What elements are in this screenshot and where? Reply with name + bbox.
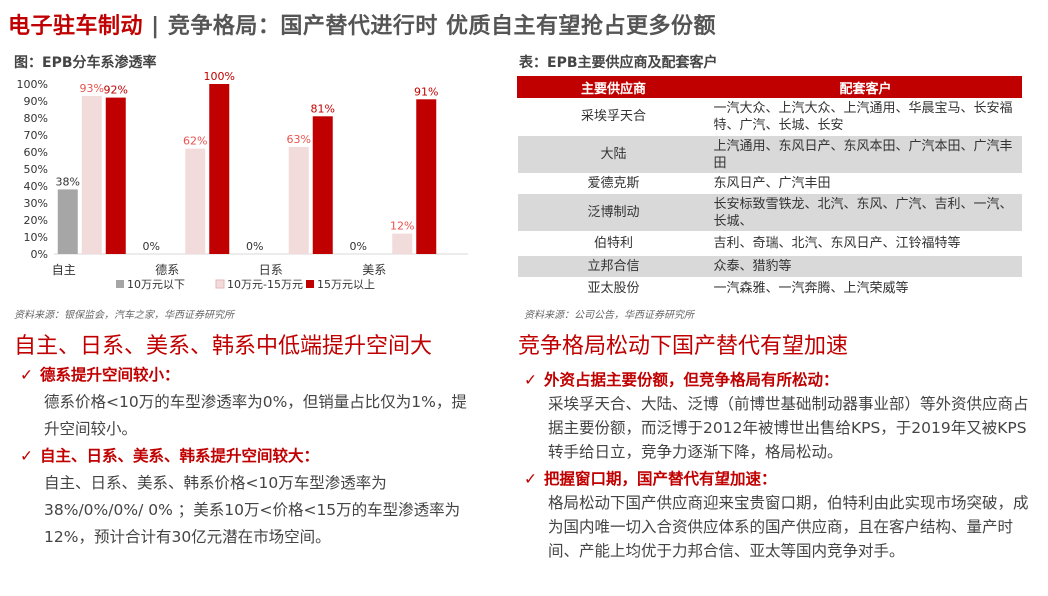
data-label: 0% [143,240,160,253]
right-headline: 竞争格局松动下国产替代有望加速 [518,334,849,359]
x-tick-label: 日系 [259,263,283,277]
supplier-cell: 采埃孚天合 [517,97,710,136]
supplier-cell: 大陆 [517,135,710,174]
bullet-heading-text: 德系提升空间较小： [40,366,180,384]
clients-cell: 东风日产、广汽丰田 [709,173,1022,194]
right-bullets: ✓ 外资占据主要份额，但竞争格局有所松动： 采埃孚天合、大陆、泛博（前博世基础制动… [524,368,1040,563]
bullet-heading: ✓ 自主、日系、美系、韩系提升空间较大： [20,443,476,470]
check-icon: ✓ [20,366,33,384]
y-tick-label: 70% [24,129,48,142]
data-label: 0% [246,240,263,253]
bullet-body: 格局松动下国产供应商迎来宝贵窗口期，伯特利由此实现市场突破，成为国内唯一切入合资… [548,494,1029,560]
table-label: 表：EPB主要供应商及配套客户 [519,55,718,71]
data-label: 62% [183,135,207,148]
clients-cell: 众泰、猎豹等 [709,255,1022,278]
legend-swatch [215,279,225,289]
table-row: 采埃孚天合 一汽大众、上汽大众、上汽通用、华晨宝马、长安福特、广汽、长城、长安 [517,97,1022,136]
header-clients: 配套客户 [709,76,1022,98]
chart-bar [209,84,230,254]
check-icon: ✓ [524,371,537,389]
legend-swatch [306,280,314,288]
clients-cell: 吉利、奇瑞、北汽、东风日产、江铃福特等 [709,231,1022,256]
table-row: 亚太股份 一汽森雅、一汽奔腾、上汽荣威等 [517,277,1022,300]
data-label: 92% [104,84,128,97]
legend-label: 15万元以上 [317,278,375,291]
x-tick-label: 自主 [52,263,76,277]
left-bullets: ✓ 德系提升空间较小： 德系价格<10万的车型渗透率为0%，但销量占比仅为1%，提… [20,362,476,551]
header-supplier: 主要供应商 [517,76,710,98]
figure-label: 图：EPB分车系渗透率 [14,55,157,71]
clients-cell: 一汽大众、上汽大众、上汽通用、华晨宝马、长安福特、广汽、长城、长安 [709,97,1022,136]
y-tick-label: 10% [24,231,48,244]
clients-cell: 长安标致雪铁龙、北汽、东风、广汽、吉利、一汽、长城、 [709,193,1022,232]
check-icon: ✓ [20,447,33,465]
supplier-table-header: 主要供应商 配套客户 [517,76,1022,98]
legend-swatch [116,280,124,288]
chart-bar [81,95,102,255]
page-title-subject: 竞争格局：国产替代进行时 优质自主有望抢占更多份额 [167,14,717,39]
supplier-table: 主要供应商 配套客户 采埃孚天合 一汽大众、上汽大众、上汽通用、华晨宝马、长安福特… [517,76,1022,300]
y-tick-label: 0% [31,248,48,261]
data-label: 0% [350,240,367,253]
chart-source: 资料来源：银保监会，汽车之家，华西证券研究所 [14,310,234,321]
bullet-heading-text: 外资占据主要份额，但竞争格局有所松动： [544,371,839,389]
y-tick-label: 30% [24,197,48,210]
chart-bar [392,233,413,254]
epb-penetration-chart: 0% 10% 20% 30% 40% 50% 60% 70% 80% 90% 100% 38% 93% 9… [10,70,480,302]
chart-bar [57,189,78,254]
chart-bar [312,116,333,254]
y-tick-label: 80% [24,112,48,125]
chart-svg: 0%10%20%30%40%50%60%70%80%90%100%38%93% 9… [17,70,468,291]
table-row: 伯特利 吉利、奇瑞、北汽、东风日产、江铃福特等 [517,231,1022,256]
left-headline: 自主、日系、美系、韩系中低端提升空间大 [14,334,433,359]
bullet-body: 自主、日系、美系、韩系价格<10万车型渗透率为38%/0%/0%/ 0% ；美系… [44,474,461,546]
table-source: 资料来源：公司公告，华西证券研究所 [524,310,694,321]
clients-cell: 上汽通用、东风日产、东风本田、广汽本田、广汽丰田 [709,135,1022,174]
chart-bar [416,99,437,254]
data-label: 81% [311,102,335,115]
data-label: 93% [80,82,104,95]
table-row: 大陆 上汽通用、东风日产、东风本田、广汽本田、广汽丰田 [517,135,1022,174]
y-tick-label: 50% [24,163,48,176]
bullet-body: 采埃孚天合、大陆、泛博（前博世基础制动器事业部）等外资供应商占据主要份额，而泛博… [548,395,1029,461]
legend-label: 10万元-15万元 [227,278,303,291]
data-label: 12% [390,220,414,233]
y-tick-label: 90% [24,95,48,108]
y-tick-label: 100% [17,78,48,91]
chart-bar [185,148,206,254]
y-tick-label: 20% [24,214,48,227]
chart-bar [105,97,126,254]
data-label: 91% [414,85,438,98]
y-tick-label: 40% [24,180,48,193]
legend-label: 10万元以下 [127,278,185,291]
table-row: 立邦合信 众泰、猎豹等 [517,255,1022,278]
x-tick-label: 美系 [362,263,386,277]
check-icon: ✓ [524,470,537,488]
data-label: 63% [287,133,311,146]
supplier-cell: 泛博制动 [517,193,710,232]
clients-cell: 一汽森雅、一汽奔腾、上汽荣威等 [709,277,1022,300]
x-tick-label: 德系 [155,262,179,277]
bullet-heading: ✓ 外资占据主要份额，但竞争格局有所松动： [524,368,1040,392]
bullet-heading: ✓ 把握窗口期，国产替代有望加速： [524,467,1040,491]
y-tick-label: 60% [24,146,48,159]
table-row: 泛博制动 长安标致雪铁龙、北汽、东风、广汽、吉利、一汽、长城、 [517,193,1022,232]
bullet-heading-text: 把握窗口期，国产替代有望加速： [544,470,777,488]
bullet-heading-text: 自主、日系、美系、韩系提升空间较大： [40,447,320,465]
data-label: 100% [204,70,235,83]
supplier-cell: 爱德克斯 [517,173,710,194]
bullet-heading: ✓ 德系提升空间较小： [20,362,476,389]
page-title-topic: 电子驻车制动 [8,14,144,39]
supplier-cell: 立邦合信 [517,255,710,278]
bullet-body: 德系价格<10万的车型渗透率为0%，但销量占比仅为1%，提升空间较小。 [44,393,467,438]
data-label: 38% [56,175,80,188]
supplier-cell: 亚太股份 [517,277,710,300]
page-title: 电子驻车制动 | 竞争格局：国产替代进行时 优质自主有望抢占更多份额 [8,8,716,40]
page-title-separator: | [143,14,168,39]
chart-bar [288,146,309,254]
table-row: 爱德克斯 东风日产、广汽丰田 [517,173,1022,194]
supplier-cell: 伯特利 [517,231,710,256]
